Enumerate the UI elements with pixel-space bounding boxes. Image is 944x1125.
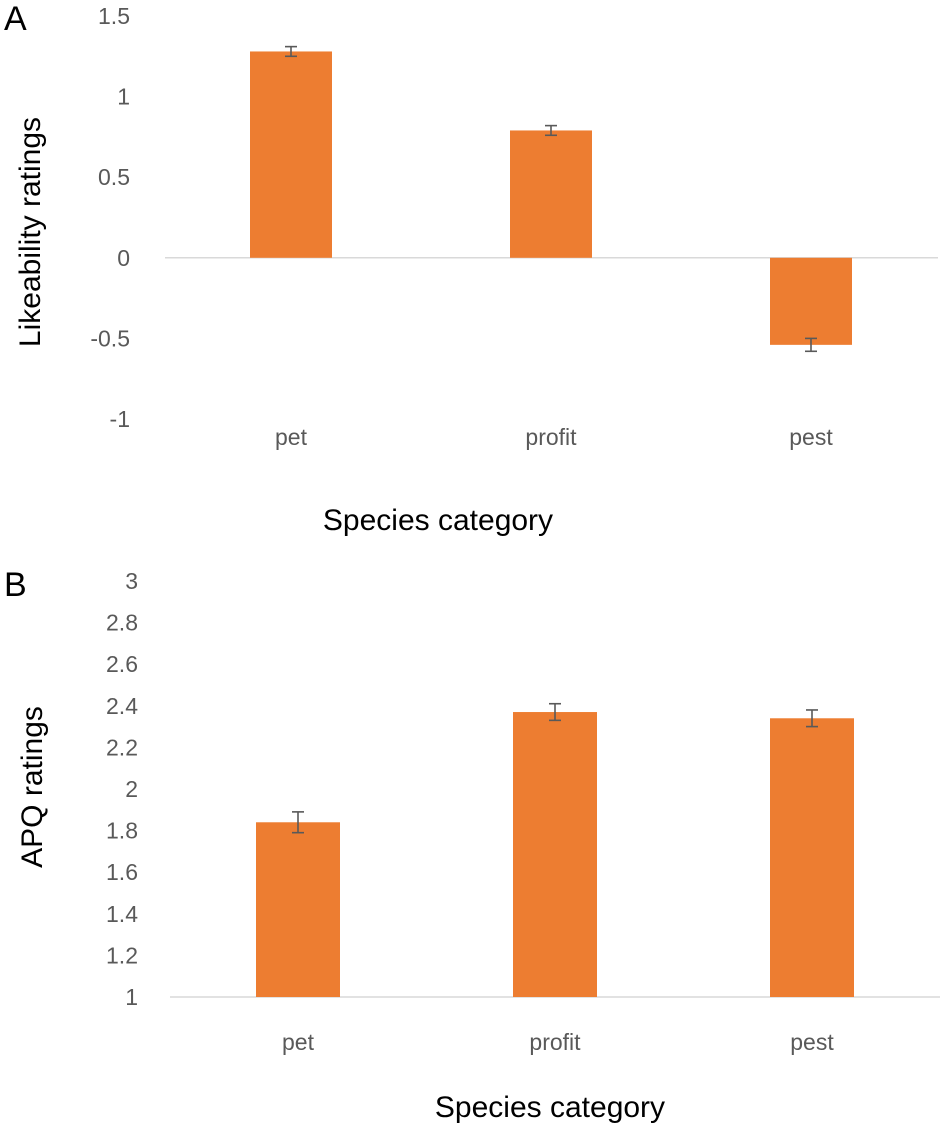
- y-axis-ticks-b: 3 2.8 2.6 2.4 2.2 2 1.8 1.6 1.4 1.2 1: [106, 568, 138, 1010]
- y-tick-label: 2.8: [106, 610, 138, 636]
- y-tick-label: 1.6: [106, 859, 138, 885]
- y-tick-label: 1: [117, 84, 130, 110]
- y-tick-label: 1.4: [106, 901, 138, 927]
- x-category-label: pet: [275, 424, 308, 450]
- bar-profit: [513, 712, 597, 997]
- x-axis-title-b: Species category: [435, 1091, 665, 1124]
- x-category-label: pet: [282, 1029, 315, 1055]
- chart-panel-b: B 32.82.62.42.221.81.61.41.21 pet profit p…: [4, 566, 940, 1124]
- y-tick-label: 1.8: [106, 818, 138, 844]
- bars-a: [250, 45, 852, 353]
- y-tick-label: -0.5: [90, 325, 130, 351]
- y-tick-label: 0: [117, 245, 130, 271]
- y-tick-label: 1.2: [106, 942, 138, 968]
- y-axis-title-b: APQ ratings: [16, 706, 49, 868]
- chart-panel-a: A 1.5 1 0.5 0 -0.5 -1 pet profit pest Species c…: [4, 0, 938, 537]
- panel-label-a: A: [4, 0, 27, 38]
- y-tick-label: 0.5: [98, 164, 130, 190]
- x-axis-categories-a: pet profit pest: [275, 424, 833, 450]
- x-category-label: profit: [525, 424, 577, 450]
- error-bar-profit: [545, 124, 557, 137]
- error-bar-pet: [292, 811, 304, 834]
- x-category-label: profit: [529, 1029, 581, 1055]
- x-axis-title-a: Species category: [323, 504, 553, 537]
- bar-pest: [770, 718, 854, 997]
- y-tick-label: 1: [125, 984, 138, 1010]
- y-tick-label: 3: [125, 568, 138, 594]
- error-bar-pest: [806, 709, 818, 728]
- bar-pet: [256, 822, 340, 997]
- error-bar-profit: [549, 702, 561, 722]
- bar-profit: [510, 130, 592, 258]
- bar-pet: [250, 51, 332, 258]
- error-bar-pest: [805, 337, 817, 353]
- x-axis-categories-b: pet profit pest: [282, 1029, 834, 1055]
- bar-pest: [770, 257, 852, 345]
- y-tick-label: 1.5: [98, 3, 130, 29]
- y-tick-label: -1: [110, 406, 130, 432]
- panel-label-b: B: [4, 566, 27, 604]
- bars-b: [256, 702, 854, 997]
- y-axis-ticks-a: 1.5 1 0.5 0 -0.5 -1: [90, 3, 130, 432]
- y-tick-label: 2: [125, 776, 138, 802]
- x-category-label: pest: [790, 1029, 834, 1055]
- y-tick-label: 2.6: [106, 651, 138, 677]
- x-category-label: pest: [789, 424, 833, 450]
- y-tick-label: 2.4: [106, 693, 138, 719]
- y-tick-label: 2.2: [106, 734, 138, 760]
- error-bar-pet: [285, 45, 297, 58]
- y-axis-title-a: Likeability ratings: [14, 117, 47, 347]
